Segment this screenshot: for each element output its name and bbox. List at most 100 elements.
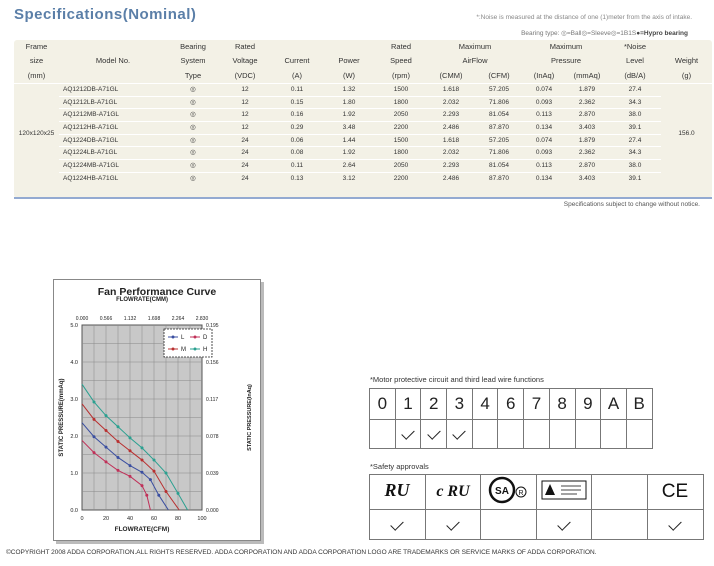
legend-marker-L (171, 335, 175, 339)
table-row: AQ1224MB-A71GL ◎ 24 0.11 2.64 2050 2.293 81.054… (14, 159, 712, 173)
bearing-legend-text: Bearing type: ◎=Ball◎=Sleeve◎=1B1S (521, 30, 637, 37)
cell-power: 1.80 (342, 98, 356, 106)
cell-cfm: 87.870 (489, 124, 509, 131)
safety-approvals-label: *Safety approvals (370, 462, 429, 471)
cell-model: AQ1212HB-A71GL (63, 124, 119, 131)
cell-mmaq: 1.879 (578, 136, 596, 144)
cell-bearing: ◎ (190, 136, 196, 144)
spec-table-header: Frame Bearing Rated Rated Maximum Maximu… (14, 40, 712, 83)
cell-inaq: 0.113 (536, 111, 552, 119)
function-code-4: 4 (471, 388, 499, 420)
cul-logo-cell: c RU (424, 474, 482, 510)
th-model: Model No. (95, 56, 131, 66)
check-icon (668, 516, 682, 531)
cell-cfm: 87.870 (489, 174, 509, 182)
series-line-D (81, 440, 151, 511)
cell-cfm: 57.205 (489, 85, 509, 93)
th-weight-1: Weight (674, 56, 699, 66)
tuv-icon (541, 480, 587, 499)
y-axis-label: STATIC PRESSURE(mmAq) (59, 378, 65, 456)
approval-check-cell (646, 509, 704, 540)
x-tick-label: 60 (151, 516, 157, 522)
page-title: Specifications(Nominal) (14, 6, 197, 23)
data-point-M (152, 469, 156, 473)
th-current-1: Current (284, 56, 310, 66)
function-code-0: 0 (369, 388, 396, 420)
approval-check-cell (369, 509, 426, 540)
data-point-M (164, 490, 168, 493)
cell-noise: 27.4 (628, 136, 642, 144)
cell-mmaq: 2.362 (578, 149, 596, 157)
data-point-H (104, 414, 108, 418)
legend-marker-H (193, 347, 197, 351)
cell-model: AQ1224LB-A71GL (63, 149, 118, 157)
cell-current: 0.13 (290, 174, 304, 182)
cell-model: AQ1212DB-A71GL (63, 85, 119, 93)
x-tick-label: 80 (175, 516, 181, 522)
top-tick-label: 1.132 (124, 316, 137, 322)
cell-cmm: 2.293 (442, 162, 460, 170)
th-weight-2: (g) (681, 70, 692, 80)
cell-inaq: 0.074 (535, 136, 553, 144)
th-inaq: (InAq) (533, 70, 555, 80)
cell-noise: 39.1 (628, 174, 642, 182)
function-code-A: A (600, 388, 627, 420)
function-code-8: 8 (548, 388, 576, 420)
cell-bearing: ◎ (190, 162, 196, 170)
top-tick-label: 0.566 (100, 316, 113, 322)
data-point-L (128, 464, 132, 468)
cell-voltage: 12 (241, 111, 249, 119)
cell-speed: 1800 (393, 98, 409, 106)
th-frame-1: Frame (25, 42, 48, 51)
cell-inaq: 0.074 (535, 85, 553, 93)
approval-check-cell (424, 509, 482, 540)
cell-speed: 1500 (393, 85, 409, 93)
cell-cmm: 2.032 (442, 149, 460, 157)
cell-cmm: 1.618 (442, 136, 460, 144)
series-line-H (81, 383, 189, 511)
data-point-H (128, 436, 132, 440)
y-tick-label: 2.0 (70, 434, 78, 440)
function-check-cell (369, 419, 396, 449)
function-code-7: 7 (523, 388, 550, 420)
cell-cmm: 2.486 (442, 124, 460, 131)
cell-speed: 2050 (393, 111, 409, 119)
cell-speed: 2200 (393, 124, 409, 131)
x-axis-label: FLOWRATE(CFM) (115, 526, 170, 533)
data-point-D (128, 474, 132, 478)
cell-voltage: 12 (241, 98, 249, 106)
spec-footer-note: Specifications subject to change without… (563, 201, 700, 208)
th-noise-3: (dB/A) (624, 70, 646, 80)
ul-logo-text: RU (384, 480, 411, 500)
check-icon (390, 516, 405, 531)
frame-size-cell: 120x120x25 (18, 130, 55, 138)
data-point-D (116, 468, 120, 472)
top-tick-label: 2.264 (172, 316, 185, 322)
ul-icon: RU (384, 480, 411, 500)
y-tick-label: 3.0 (70, 397, 78, 403)
th-bearing-2: System (180, 56, 206, 66)
cell-inaq: 0.134 (535, 174, 553, 182)
cell-bearing: ◎ (190, 111, 196, 119)
cell-noise: 39.1 (628, 124, 642, 131)
function-check-cell (420, 419, 448, 449)
table-row: AQ1224DB-A71GL ◎ 24 0.06 1.44 1500 1.618 57.205… (14, 134, 712, 147)
cell-power: 1.44 (342, 136, 356, 144)
cell-voltage: 24 (241, 136, 249, 144)
y-tick-label: 0.0 (70, 508, 78, 514)
cell-voltage: 24 (241, 174, 249, 182)
cell-cfm: 71.806 (489, 149, 509, 157)
data-point-H (176, 491, 180, 495)
th-pressure-1: Maximum (549, 42, 583, 51)
data-point-H (140, 446, 144, 450)
legend-label-H: H (203, 347, 207, 353)
csa-icon: SA R (489, 476, 527, 503)
th-cfm: (CFM) (488, 70, 510, 80)
cell-bearing: ◎ (190, 174, 196, 182)
cell-speed: 2050 (393, 162, 409, 170)
data-point-D (104, 460, 108, 464)
data-point-L (148, 478, 152, 482)
cell-noise: 27.4 (628, 85, 642, 93)
data-point-H (164, 471, 168, 475)
